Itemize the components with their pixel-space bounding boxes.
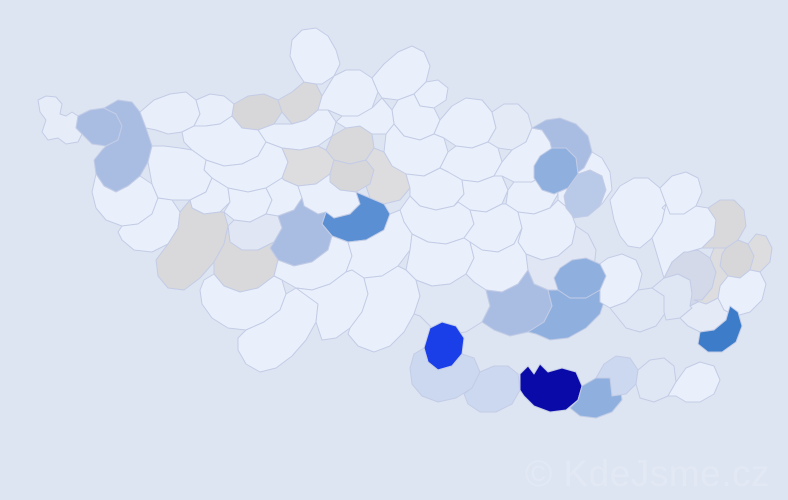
district-cheb[interactable]: Cheb [37, 95, 83, 145]
district-accent-east[interactable] [563, 169, 607, 219]
district-cesky-krumlov[interactable]: Český Krumlov [237, 287, 319, 373]
district-decin[interactable]: Děčín [289, 27, 341, 85]
district-accent-ne[interactable] [553, 257, 607, 299]
district-liberec[interactable]: Liberec [371, 45, 431, 101]
district-karvina[interactable]: Karviná [747, 233, 773, 273]
district-plzen-sever[interactable]: Plzeň-sever [147, 145, 213, 201]
district-vyskov[interactable]: Vyškov [609, 287, 667, 333]
district-jindrichuv-hradec[interactable]: Jindřichův Hradec [347, 265, 421, 353]
district-novy-jicin[interactable]: Nový Jičín [693, 247, 729, 305]
watermark-kdejsme: © KdeJsme.cz [524, 453, 770, 494]
district-valmez[interactable]: Valašské Meziříčí [697, 305, 743, 353]
district-breclav[interactable]: Břeclav [463, 365, 521, 413]
district-vsetin[interactable]: Vsetín [667, 361, 721, 403]
district-layer[interactable]: Cheb Sokolov Karlovy Vary Chomutov Most … [37, 27, 773, 419]
